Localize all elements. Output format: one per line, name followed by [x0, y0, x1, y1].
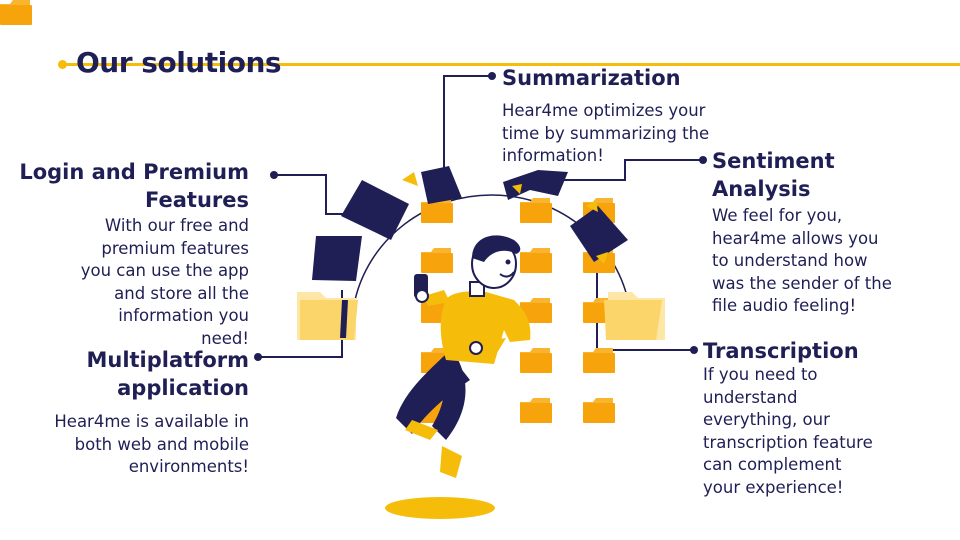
login-line: With our free and: [104, 216, 249, 235]
transcription-line: understand: [703, 387, 798, 407]
summarization-line: information!: [502, 146, 604, 165]
summarization-title: Summarization: [502, 66, 681, 90]
bullet-transcription: [690, 346, 698, 354]
multiplatform-title-line: application: [117, 376, 249, 400]
connector-login: [274, 174, 355, 215]
transcription-description: If you need to understand everything, ou…: [703, 364, 873, 499]
login-title-line: Login and Premium: [19, 160, 249, 184]
flying-papers: [312, 166, 628, 338]
login-title-line: Features: [145, 188, 249, 212]
login-line: information you: [118, 306, 249, 325]
page-title: Our solutions: [76, 46, 282, 79]
transcription-line: can complement: [703, 455, 842, 474]
transcription-line: your experience!: [703, 477, 844, 497]
title-underline: [60, 63, 960, 66]
bullet-summarization: [488, 72, 496, 80]
connector-sentiment: [560, 159, 703, 181]
transcription-line: If you need to: [703, 365, 818, 384]
login-title: Login and Premium Features: [19, 158, 249, 214]
summarization-line: Hear4me optimizes your: [502, 101, 706, 120]
multiplatform-title-line: Multiplatform: [86, 348, 249, 372]
transcription-line: transcription feature: [703, 432, 873, 452]
multiplatform-description: Hear4me is available in both web and mob…: [54, 411, 249, 479]
bullet-sentiment: [699, 156, 707, 164]
floor-shadow: [385, 497, 495, 519]
login-line: need!: [201, 328, 249, 348]
login-line: you can use the app: [80, 261, 249, 280]
transcription-line: everything, our: [703, 410, 830, 429]
sentiment-line: We feel for you,: [712, 206, 843, 225]
open-folder-right-icon: [604, 292, 665, 340]
title-bullet: [58, 60, 67, 69]
summarization-description: Hear4me optimizes your time by summarizi…: [502, 100, 709, 168]
multiplatform-line: environments!: [128, 457, 249, 476]
bullet-login: [270, 171, 278, 179]
folder-grid: [0, 0, 32, 25]
multiplatform-title: Multiplatform application: [86, 346, 249, 402]
bullet-multiplatform: [254, 353, 262, 361]
sentiment-title-line: Analysis: [712, 177, 811, 201]
multiplatform-line: Hear4me is available in: [54, 412, 249, 431]
sentiment-description: We feel for you, hear4me allows you to u…: [712, 205, 892, 318]
transcription-title: Transcription: [703, 339, 859, 363]
sentiment-title: Sentiment Analysis: [712, 147, 835, 203]
multiplatform-line: both web and mobile: [74, 434, 249, 454]
connector-summarization: [443, 75, 492, 172]
login-line: and store all the: [114, 283, 249, 303]
sentiment-title-line: Sentiment: [712, 149, 835, 173]
open-folder-left-icon: [297, 292, 358, 340]
sentiment-line: hear4me allows you: [712, 228, 879, 248]
person-illustration: [396, 235, 531, 478]
login-description: With our free and premium features you c…: [81, 215, 249, 350]
sentiment-line: to understand how: [712, 251, 868, 270]
summarization-line: time by summarizing the: [502, 123, 710, 143]
sentiment-line: file audio feeling!: [712, 296, 857, 315]
login-line: premium features: [101, 238, 249, 258]
sentiment-line: was the sender of the: [712, 273, 892, 293]
